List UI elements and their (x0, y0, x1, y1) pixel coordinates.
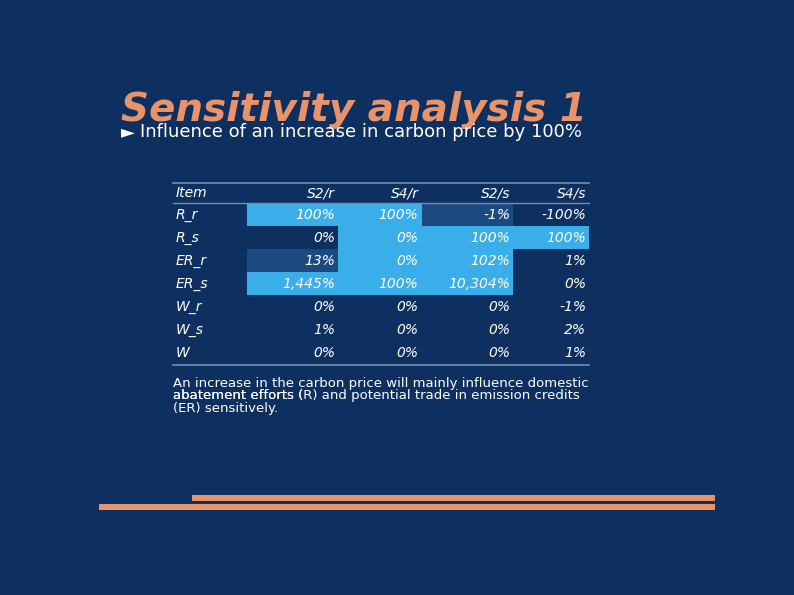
Bar (338, 249, 422, 273)
Text: W_r: W_r (176, 300, 202, 314)
Text: 1%: 1% (313, 323, 335, 337)
Text: 1,445%: 1,445% (282, 277, 335, 291)
Bar (422, 249, 513, 273)
Text: 100%: 100% (379, 277, 418, 291)
Text: 0%: 0% (564, 277, 586, 291)
Text: 100%: 100% (379, 208, 418, 221)
Text: ER_r: ER_r (176, 254, 207, 268)
Bar (192, 495, 715, 501)
Bar (246, 273, 338, 296)
Text: Influence of an increase in carbon price by 100%: Influence of an increase in carbon price… (140, 123, 581, 141)
Text: -100%: -100% (542, 208, 586, 221)
Text: abatement efforts (: abatement efforts ( (173, 389, 303, 402)
Text: abatement efforts (R) and potential trade in emission credits: abatement efforts (R) and potential trad… (173, 389, 580, 402)
Bar (422, 203, 513, 226)
Text: 0%: 0% (396, 300, 418, 314)
Text: ER_s: ER_s (176, 277, 209, 291)
Text: W_s: W_s (176, 323, 204, 337)
Text: -1%: -1% (483, 208, 510, 221)
Bar (513, 226, 589, 249)
Text: S4/r: S4/r (391, 186, 418, 200)
Text: (ER) sensitively.: (ER) sensitively. (173, 402, 278, 415)
Text: ►: ► (121, 123, 135, 141)
Bar (246, 203, 338, 226)
Text: 100%: 100% (295, 208, 335, 221)
Text: 2%: 2% (564, 323, 586, 337)
Bar (99, 504, 715, 511)
Text: 0%: 0% (488, 300, 510, 314)
Text: 100%: 100% (470, 231, 510, 245)
Text: -1%: -1% (559, 300, 586, 314)
Bar (422, 226, 513, 249)
Text: 0%: 0% (396, 254, 418, 268)
Text: 0%: 0% (488, 323, 510, 337)
Text: 0%: 0% (396, 231, 418, 245)
Text: 1%: 1% (564, 254, 586, 268)
Text: 0%: 0% (396, 346, 418, 360)
Text: S2/r: S2/r (306, 186, 335, 200)
Text: 102%: 102% (470, 254, 510, 268)
Text: R_r: R_r (176, 208, 198, 221)
Text: R_s: R_s (176, 231, 200, 245)
Bar (338, 273, 422, 296)
Bar (422, 273, 513, 296)
Bar (338, 226, 422, 249)
Text: 0%: 0% (313, 346, 335, 360)
Bar (338, 203, 422, 226)
Text: Sensitivity analysis 1: Sensitivity analysis 1 (121, 90, 587, 129)
Text: An increase in the carbon price will mainly influence domestic: An increase in the carbon price will mai… (173, 377, 588, 390)
Bar (246, 249, 338, 273)
Text: 0%: 0% (313, 231, 335, 245)
Text: 0%: 0% (396, 323, 418, 337)
Text: S2/s: S2/s (480, 186, 510, 200)
Text: 0%: 0% (313, 300, 335, 314)
Text: 0%: 0% (488, 346, 510, 360)
Text: S4/s: S4/s (557, 186, 586, 200)
Text: W: W (176, 346, 190, 360)
Text: 100%: 100% (546, 231, 586, 245)
Text: 10,304%: 10,304% (448, 277, 510, 291)
Text: Item: Item (176, 186, 207, 200)
Text: 1%: 1% (564, 346, 586, 360)
Text: 13%: 13% (304, 254, 335, 268)
